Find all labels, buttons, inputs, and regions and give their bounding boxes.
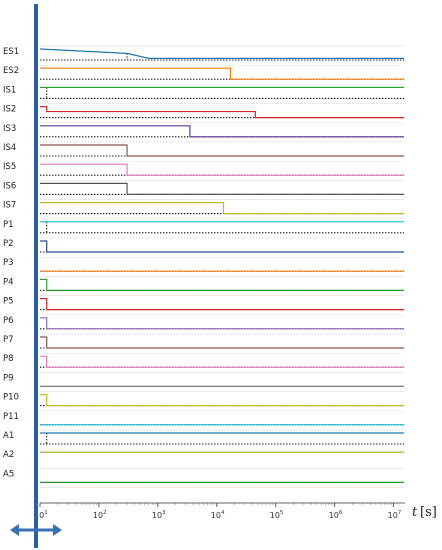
arrow-right-icon[interactable] xyxy=(53,524,62,536)
series-line-is7 xyxy=(40,202,404,215)
row-label: P5 xyxy=(3,297,14,307)
x-tick-label: 107 xyxy=(388,510,402,520)
series-line-p5 xyxy=(40,298,404,311)
row-label: IS5 xyxy=(3,162,16,172)
x-axis-title: t [s] xyxy=(412,505,437,520)
row-label: IS1 xyxy=(3,85,16,95)
x-tick-label: 105 xyxy=(270,510,284,520)
row-series-group xyxy=(39,48,404,483)
row-label: A5 xyxy=(3,469,14,479)
series-line-p6 xyxy=(40,317,404,330)
row-labels: ES1 ES2 IS1 IS2 IS3 IS4 IS5 IS6 IS7 P1 P2 P3 P4 P5 P6 P… xyxy=(3,47,19,479)
row-label: P6 xyxy=(3,316,14,326)
x-tick-label: 106 xyxy=(329,510,343,520)
x-tick-label: 104 xyxy=(211,510,225,520)
cursor-overlay[interactable] xyxy=(10,4,62,548)
series-line-p7 xyxy=(40,336,404,349)
x-axis-symbol: t xyxy=(412,505,418,520)
row-label: IS3 xyxy=(3,124,16,134)
row-label: P7 xyxy=(3,335,14,345)
arrow-left-icon[interactable] xyxy=(10,524,19,536)
row-label: IS2 xyxy=(3,105,16,115)
row-label: P9 xyxy=(3,373,14,383)
row-label: A2 xyxy=(3,450,14,460)
row-label: P8 xyxy=(3,354,14,364)
row-label: P3 xyxy=(3,258,14,268)
series-line-p10 xyxy=(40,394,404,407)
row-label: IS6 xyxy=(3,181,16,191)
row-label: P1 xyxy=(3,220,14,230)
row-label: ES1 xyxy=(3,47,19,57)
row-label: A1 xyxy=(3,431,14,441)
x-tick-label: 103 xyxy=(152,510,166,520)
row-label: ES2 xyxy=(3,66,19,76)
row-label: IS4 xyxy=(3,143,16,153)
row-label: P2 xyxy=(3,239,14,249)
series-line-is4 xyxy=(40,144,404,157)
row-label: IS7 xyxy=(3,201,16,211)
series-line-is5 xyxy=(40,163,404,176)
series-line-is3 xyxy=(40,125,404,138)
row-label: P4 xyxy=(3,277,14,287)
series-line-es1 xyxy=(39,48,404,59)
x-tick-label: 102 xyxy=(93,510,107,520)
x-axis: 101 102 103 104 105 106 107 xyxy=(34,502,405,520)
series-line-is6 xyxy=(40,182,404,195)
series-line-p2 xyxy=(40,240,404,253)
x-axis-unit: [s] xyxy=(420,505,437,520)
row-grid xyxy=(40,45,404,488)
row-label: P11 xyxy=(3,412,19,422)
series-line-is2 xyxy=(40,105,404,119)
series-line-p8 xyxy=(40,355,404,368)
row-label: P10 xyxy=(3,393,19,403)
series-line-p4 xyxy=(40,278,404,291)
series-line-es2 xyxy=(40,67,404,80)
x-tick-label: 101 xyxy=(34,510,48,520)
